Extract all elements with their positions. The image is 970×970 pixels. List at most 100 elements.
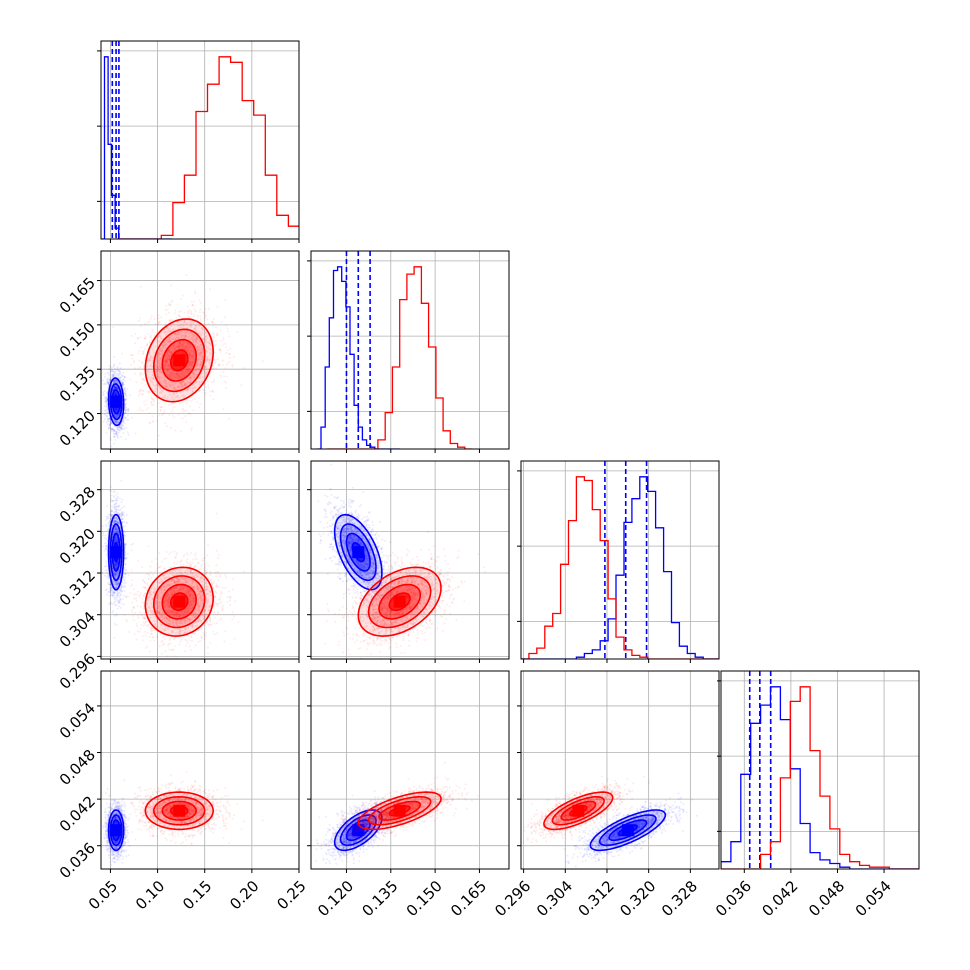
sample-point xyxy=(184,415,187,418)
sample-point xyxy=(185,402,188,404)
sample-point xyxy=(112,374,115,377)
sample-point xyxy=(119,436,122,438)
sample-point xyxy=(110,427,113,430)
histogram-blue-1 xyxy=(316,266,400,449)
sample-point xyxy=(114,379,117,382)
sample-point xyxy=(194,398,196,400)
sample-point xyxy=(117,370,120,372)
sample-point xyxy=(228,360,231,363)
sample-point xyxy=(118,596,121,599)
sample-point xyxy=(114,420,117,423)
sample-point xyxy=(102,393,105,396)
sample-point xyxy=(157,314,160,317)
sample-point xyxy=(104,537,107,540)
sample-point xyxy=(107,382,110,385)
sample-point xyxy=(116,414,119,417)
sample-point xyxy=(113,454,115,456)
sample-point xyxy=(117,388,119,391)
sample-point xyxy=(221,344,224,347)
histogram-panel-0 xyxy=(97,40,300,240)
sample-point xyxy=(180,298,183,301)
sample-point xyxy=(121,381,124,384)
sample-point xyxy=(114,392,117,395)
sample-point xyxy=(108,427,110,429)
sample-point xyxy=(108,378,111,381)
sample-point xyxy=(111,375,114,378)
sample-point xyxy=(177,413,180,416)
sample-point xyxy=(104,418,106,420)
sample-point xyxy=(183,311,186,314)
sample-point xyxy=(182,407,184,410)
sample-point xyxy=(123,505,126,508)
sample-point xyxy=(124,412,127,414)
sample-point xyxy=(114,386,117,389)
sample-point xyxy=(123,383,126,386)
sample-point xyxy=(124,392,127,395)
sample-point xyxy=(106,418,109,420)
sample-point xyxy=(139,388,142,391)
sample-point xyxy=(109,378,112,381)
sample-point xyxy=(125,581,127,584)
sample-point xyxy=(115,415,117,418)
sample-point xyxy=(204,391,207,394)
sample-point xyxy=(242,367,245,369)
sample-point xyxy=(107,385,110,387)
sample-point xyxy=(112,435,115,438)
sample-point xyxy=(122,393,125,396)
sample-point xyxy=(113,413,116,416)
sample-point xyxy=(121,380,124,383)
sample-point xyxy=(144,323,147,326)
sample-point xyxy=(116,414,118,417)
sample-point xyxy=(113,435,116,438)
sample-point xyxy=(141,389,144,392)
sample-point xyxy=(119,426,122,429)
sample-point xyxy=(105,409,108,412)
sample-point xyxy=(113,372,116,375)
sample-point xyxy=(192,409,195,412)
sample-point xyxy=(113,442,116,445)
sample-point xyxy=(112,379,115,382)
sample-point xyxy=(123,415,126,418)
sample-point xyxy=(114,378,117,381)
sample-point xyxy=(170,410,173,413)
sample-point xyxy=(118,377,121,380)
sample-point xyxy=(115,392,118,394)
sample-point xyxy=(203,383,206,386)
sample-point xyxy=(115,409,118,412)
sample-point xyxy=(192,313,195,316)
sample-point xyxy=(114,393,117,396)
sample-point xyxy=(113,386,116,389)
sample-point xyxy=(108,424,111,427)
sample-point xyxy=(114,430,116,432)
sample-point xyxy=(114,387,116,390)
sample-point xyxy=(114,408,116,411)
sample-point xyxy=(141,377,144,380)
sample-point xyxy=(157,323,160,326)
sample-point xyxy=(168,404,171,407)
sample-point xyxy=(145,384,148,387)
sample-point xyxy=(184,409,187,412)
sample-point xyxy=(139,336,142,339)
sample-point xyxy=(105,421,108,424)
sample-point xyxy=(139,285,142,288)
sample-point xyxy=(126,552,129,555)
sample-point xyxy=(115,433,117,435)
sample-point xyxy=(139,325,142,327)
sample-point xyxy=(114,387,117,390)
sample-point xyxy=(117,505,120,508)
sample-point xyxy=(117,428,120,431)
sample-point xyxy=(122,378,125,381)
sample-point xyxy=(113,380,116,383)
sample-point xyxy=(129,353,132,356)
sample-point xyxy=(126,388,129,390)
sample-point xyxy=(193,300,196,303)
sample-point xyxy=(125,402,128,405)
histogram-blue-3 xyxy=(721,686,919,869)
sample-point xyxy=(134,367,136,370)
sample-point xyxy=(115,392,118,395)
sample-point xyxy=(104,372,107,375)
sample-point xyxy=(150,397,153,400)
sample-point xyxy=(118,605,121,608)
sample-point xyxy=(158,402,161,405)
sample-point xyxy=(106,397,109,400)
